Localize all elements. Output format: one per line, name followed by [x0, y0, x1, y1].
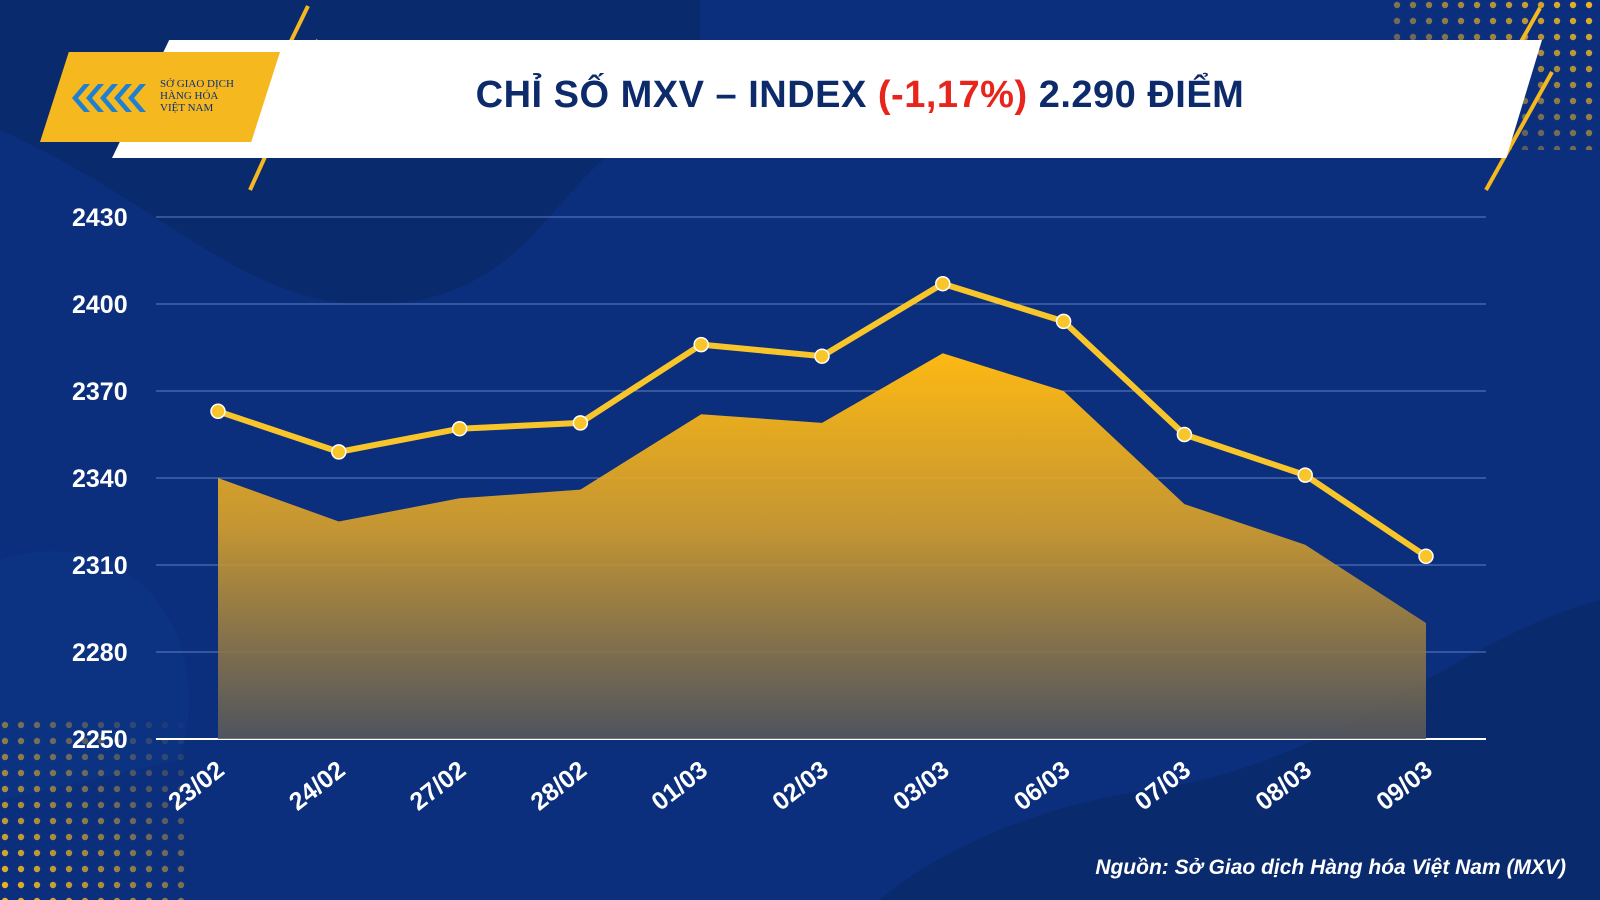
logo-text: SỞ GIAO DỊCH HÀNG HÓA VIỆT NAM [160, 78, 255, 114]
data-point [1418, 548, 1434, 565]
title-prefix: CHỈ SỐ MXV – INDEX [475, 74, 867, 116]
data-point [1055, 313, 1072, 330]
y-axis: 2430 2400 2370 2340 2310 2280 2250 [72, 204, 128, 754]
x-tick-label: 23/02 [163, 756, 230, 817]
y-tick-label: 2310 [72, 552, 128, 580]
x-tick-label: 27/02 [405, 756, 472, 817]
x-tick-label: 06/03 [1009, 756, 1076, 817]
data-point [693, 336, 709, 353]
logo-line-3: VIỆT NAM [160, 102, 214, 114]
logo-plate [40, 52, 280, 142]
y-tick-label: 2250 [72, 726, 128, 754]
x-tick-label: 08/03 [1250, 756, 1317, 817]
title-value: 2.290 ĐIỂM [1038, 74, 1245, 116]
x-tick-label: 03/03 [888, 756, 955, 817]
data-point [935, 275, 951, 292]
logo-line-1: SỞ GIAO DỊCH [160, 78, 234, 90]
x-tick-label: 09/03 [1371, 756, 1438, 817]
y-tick-label: 2370 [72, 378, 128, 406]
data-point [210, 403, 226, 420]
header-band [112, 40, 1542, 158]
area-series [218, 353, 1426, 739]
source-note: Nguồn: Sở Giao dịch Hàng hóa Việt Nam (M… [1095, 856, 1566, 879]
area-series-fill [218, 353, 1426, 739]
data-point [1297, 467, 1313, 483]
y-tick-label: 2400 [72, 291, 128, 319]
data-point [451, 420, 468, 437]
mxv-logo-icon [72, 84, 146, 112]
x-tick-label: 07/03 [1130, 756, 1197, 817]
title-change: (-1,17%) [877, 74, 1028, 116]
data-point [1176, 426, 1193, 443]
y-tick-label: 2340 [72, 465, 128, 493]
y-tick-label: 2430 [72, 204, 128, 232]
line-series [210, 275, 1434, 565]
x-tick-label: 28/02 [526, 756, 593, 817]
x-tick-label: 01/03 [646, 756, 713, 817]
logo-line-2: HÀNG HÓA [160, 90, 219, 102]
data-point [572, 415, 589, 431]
chart-title: CHỈ SỐ MXV – INDEX (-1,17%) 2.290 ĐIỂM [330, 74, 1390, 117]
data-point [814, 348, 830, 364]
x-tick-label: 24/02 [284, 756, 351, 817]
data-point [331, 444, 347, 460]
x-tick-label: 02/03 [767, 756, 834, 817]
x-axis: 23/02 24/02 27/02 28/02 01/03 02/03 03/03 06/03… [163, 756, 1438, 817]
y-tick-label: 2280 [72, 639, 128, 667]
